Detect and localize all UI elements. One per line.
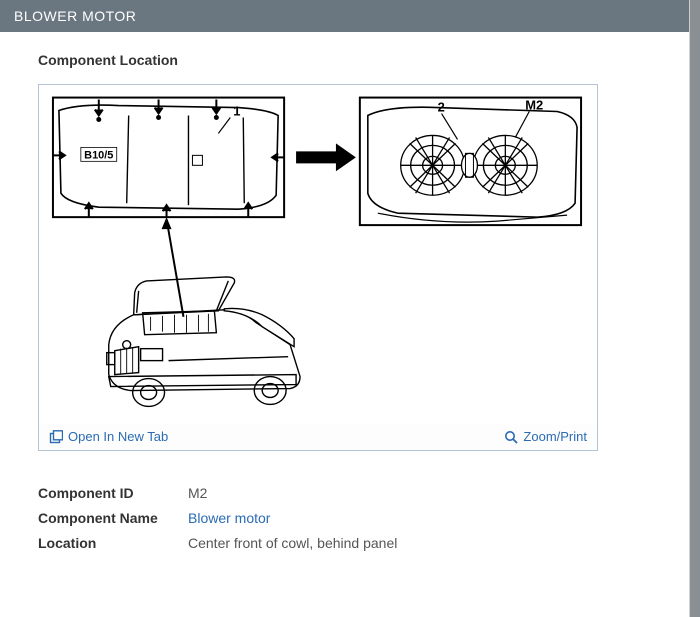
diagram-container: B10/5 1 <box>38 84 598 451</box>
detail-label: Component ID <box>38 481 188 506</box>
section-header: BLOWER MOTOR <box>0 0 690 32</box>
zoom-print-link[interactable]: Zoom/Print <box>504 429 587 444</box>
section-header-text: BLOWER MOTOR <box>14 8 136 24</box>
scroll-edge <box>689 0 690 617</box>
detail-value: Center front of cowl, behind panel <box>188 531 397 556</box>
detail-label: Location <box>38 531 188 556</box>
detail-row-name: Component Name Blower motor <box>38 506 690 531</box>
detail-value: M2 <box>188 481 207 506</box>
diagram-label-m2: M2 <box>525 98 543 113</box>
diagram-label-1: 1 <box>233 104 240 119</box>
detail-label: Component Name <box>38 506 188 531</box>
subsection-title: Component Location <box>0 52 690 84</box>
zoom-print-label: Zoom/Print <box>523 429 587 444</box>
document-page: BLOWER MOTOR Component Location <box>0 0 690 617</box>
component-location-diagram: B10/5 1 <box>39 85 597 425</box>
component-details: Component ID M2 Component Name Blower mo… <box>0 451 690 557</box>
component-name-link[interactable]: Blower motor <box>188 506 270 531</box>
detail-row-id: Component ID M2 <box>38 481 690 506</box>
diagram-toolbar: Open In New Tab Zoom/Print <box>39 425 597 450</box>
open-new-tab-link[interactable]: Open In New Tab <box>49 429 168 444</box>
open-new-tab-label: Open In New Tab <box>68 429 168 444</box>
zoom-icon <box>504 430 518 444</box>
detail-row-location: Location Center front of cowl, behind pa… <box>38 531 690 556</box>
new-tab-icon <box>49 430 63 444</box>
diagram-label-b105: B10/5 <box>84 149 113 161</box>
diagram-label-2: 2 <box>438 100 445 115</box>
